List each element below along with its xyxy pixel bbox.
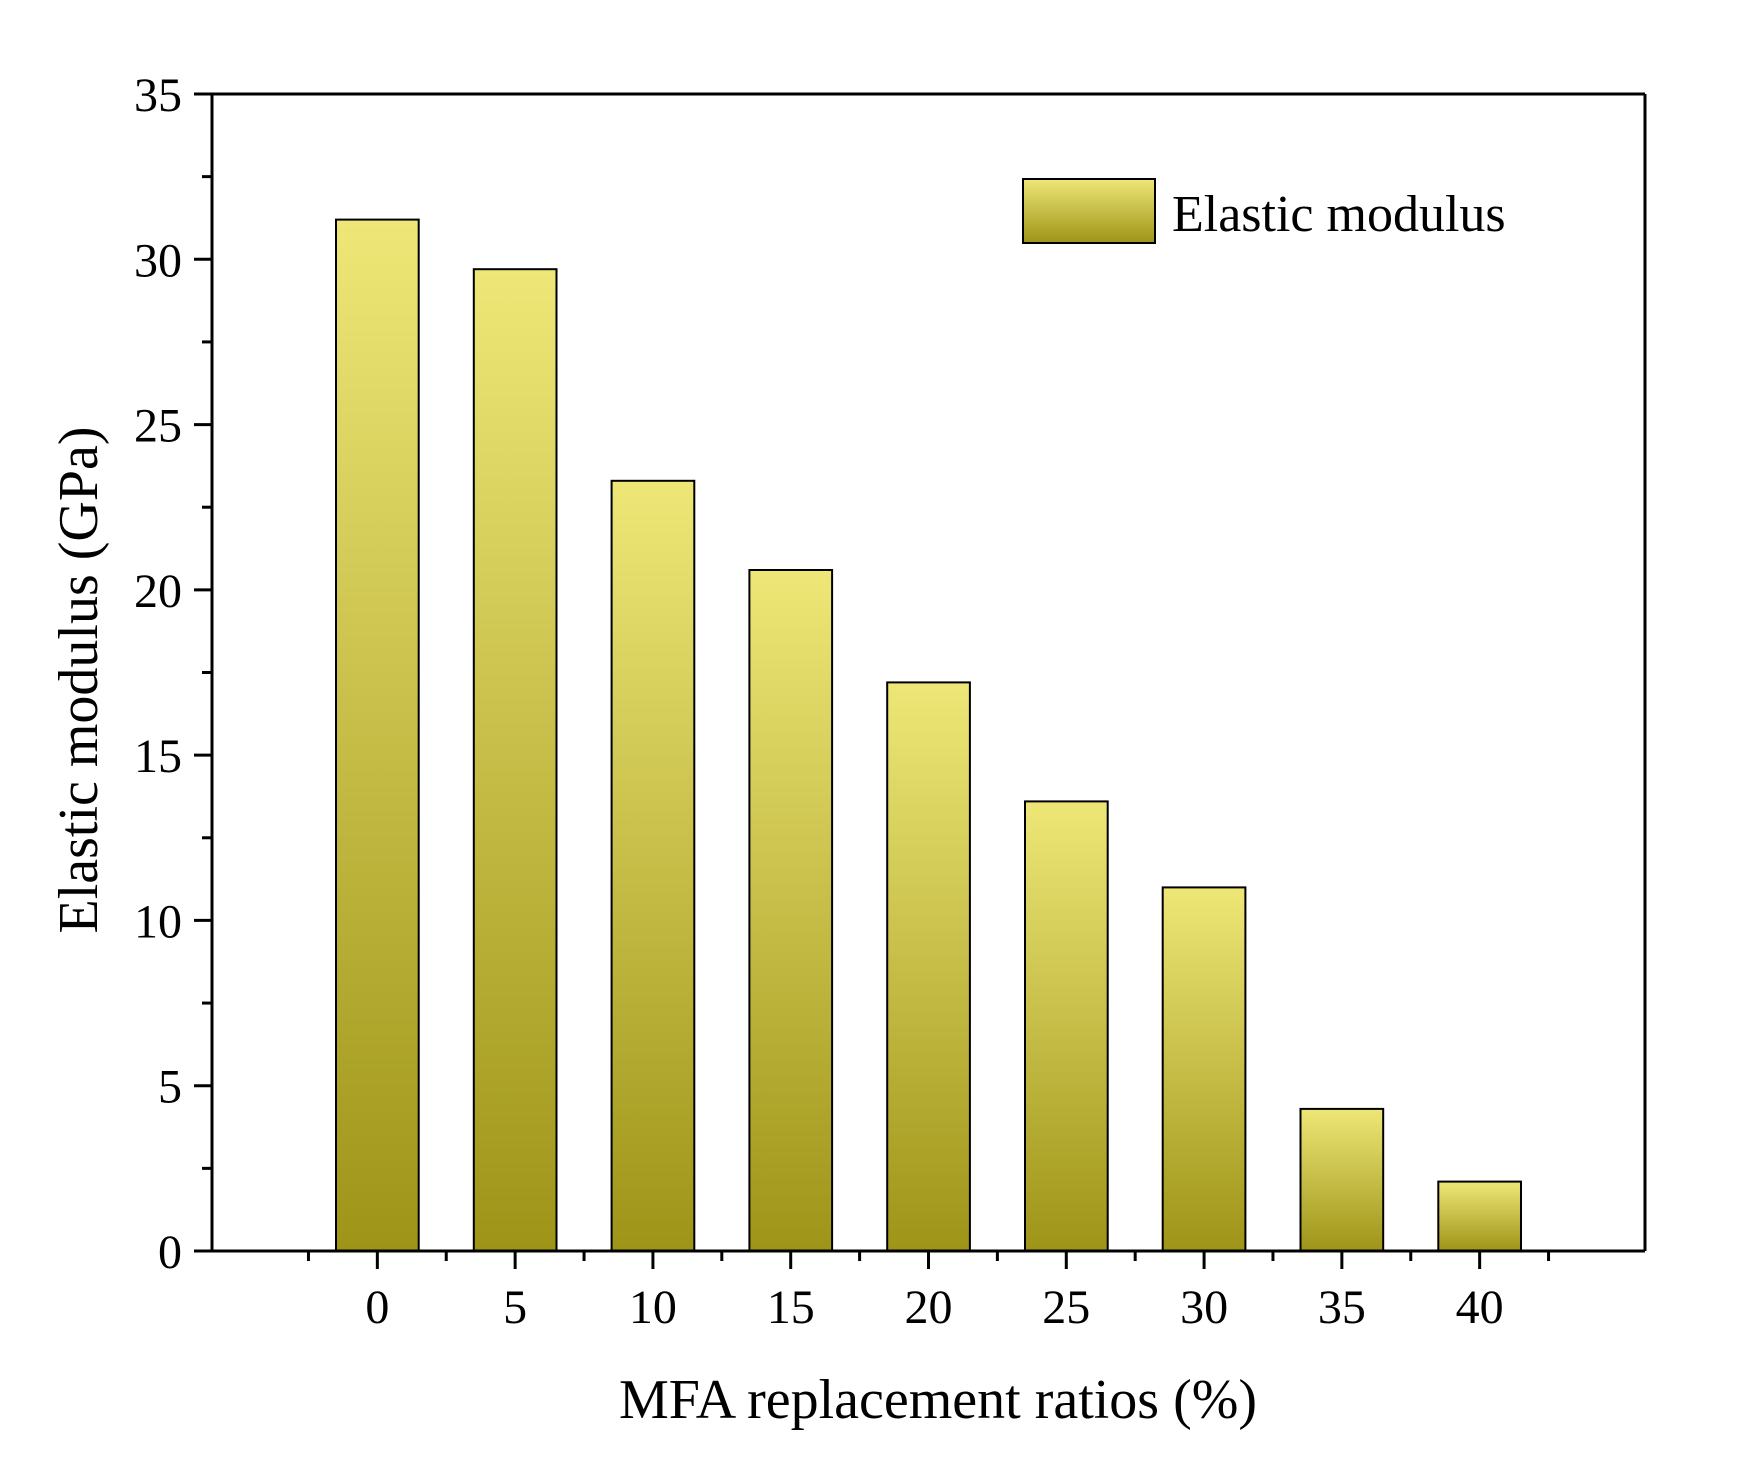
- y-tick-label: 35: [134, 69, 182, 122]
- legend: Elastic modulus: [1022, 178, 1506, 244]
- legend-label: Elastic modulus: [1172, 186, 1506, 243]
- y-tick-label: 15: [134, 730, 182, 783]
- bar-15: [748, 569, 834, 1252]
- x-tick-label: 0: [365, 1281, 389, 1334]
- bar-5: [472, 268, 558, 1252]
- y-tick-label: 20: [134, 565, 182, 618]
- y-tick-label: 25: [134, 400, 182, 453]
- bar-40: [1437, 1180, 1523, 1252]
- x-tick-label: 15: [767, 1281, 815, 1334]
- y-tick-label: 10: [134, 895, 182, 948]
- legend-swatch: [1022, 178, 1156, 244]
- x-tick-label: 10: [629, 1281, 677, 1334]
- x-axis-title: MFA replacement ratios (%): [619, 1369, 1257, 1431]
- x-tick-label: 5: [503, 1281, 527, 1334]
- x-tick-label: 30: [1180, 1281, 1228, 1334]
- bar-30: [1161, 886, 1247, 1253]
- x-tick-label: 40: [1456, 1281, 1504, 1334]
- bars-layer: [335, 218, 1523, 1253]
- y-axis-title: Elastic modulus (GPa): [48, 426, 110, 933]
- bar-20: [886, 681, 971, 1252]
- bar-10: [610, 479, 696, 1252]
- bar-0: [335, 218, 420, 1253]
- bar-35: [1299, 1107, 1385, 1253]
- x-tick-label: 35: [1318, 1281, 1366, 1334]
- ticks-layer: 0 5 10 15 20 25 30 35 0 5 10 15 20 25 30 35 40: [134, 69, 1551, 1334]
- y-tick-label: 5: [158, 1061, 182, 1114]
- x-tick-label: 25: [1042, 1281, 1090, 1334]
- y-tick-label: 0: [158, 1226, 182, 1279]
- x-tick-label: 20: [905, 1281, 953, 1334]
- y-tick-label: 30: [134, 234, 182, 287]
- bar-25: [1024, 800, 1109, 1253]
